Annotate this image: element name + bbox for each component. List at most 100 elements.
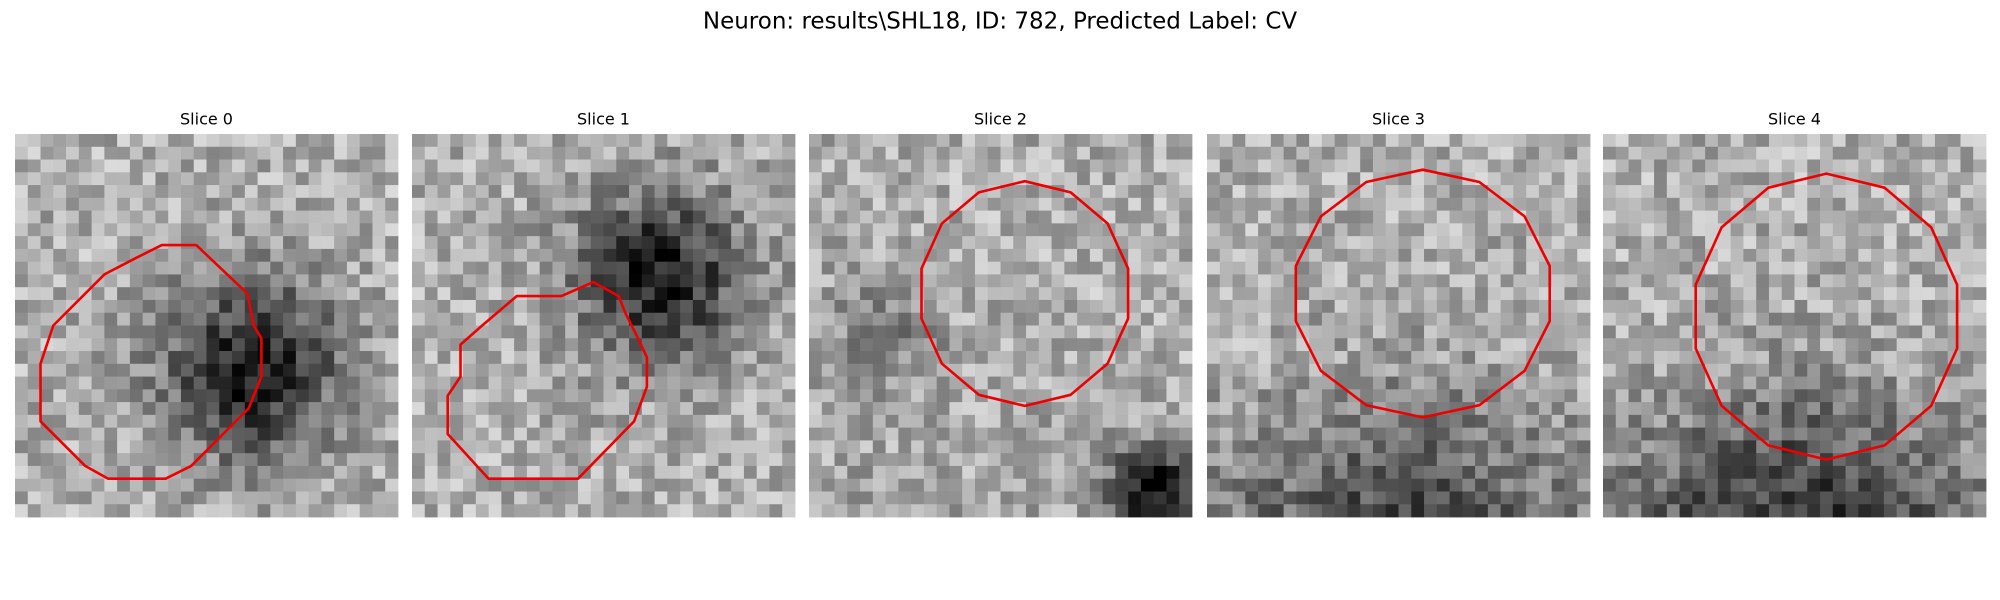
pixel [1360, 376, 1374, 390]
pixel [1360, 299, 1374, 314]
pixel [962, 134, 976, 148]
pixel [475, 402, 489, 416]
pixel [40, 236, 54, 250]
pixel [206, 223, 220, 237]
pixel [603, 312, 617, 326]
pixel [1615, 389, 1629, 403]
pixel [1232, 210, 1246, 224]
pixel [552, 134, 566, 148]
pixel [1973, 197, 1987, 211]
pixel [78, 491, 92, 505]
pixel [180, 185, 195, 199]
pixel [1666, 299, 1680, 314]
pixel [1245, 146, 1259, 160]
pixel [1513, 504, 1527, 518]
pixel [860, 287, 874, 301]
pixel [1089, 478, 1104, 492]
pixel [769, 325, 783, 339]
pixel [168, 312, 182, 326]
pixel [283, 376, 297, 390]
pixel [15, 465, 29, 480]
pixel [424, 248, 438, 263]
pixel [1166, 504, 1180, 518]
pixel [616, 197, 630, 211]
pixel [488, 465, 502, 480]
pixel [1628, 134, 1642, 148]
pixel [91, 223, 105, 237]
pixel [1960, 491, 1974, 505]
pixel [1051, 440, 1065, 454]
pixel [1973, 376, 1987, 390]
pixel [463, 185, 477, 199]
pixel [1577, 261, 1591, 275]
pixel [424, 287, 438, 301]
pixel [1603, 478, 1617, 492]
pixel [346, 478, 361, 492]
pixel [821, 172, 835, 186]
pixel [334, 414, 348, 429]
pixel [1385, 414, 1399, 429]
pixel [1385, 325, 1399, 339]
pixel [1807, 134, 1821, 148]
pixel [1654, 389, 1668, 403]
pixel [1871, 504, 1885, 518]
pixel [577, 504, 592, 518]
pixel [295, 210, 310, 224]
pixel [1603, 210, 1617, 224]
pixel [53, 402, 67, 416]
pixel [1845, 504, 1859, 518]
pixel [1013, 185, 1027, 199]
pixel [321, 312, 335, 326]
pixel [641, 491, 655, 505]
pixel [692, 363, 707, 377]
pixel [1781, 504, 1795, 518]
pixel [155, 414, 169, 429]
pixel [488, 299, 502, 314]
pixel [232, 440, 246, 454]
pixel [372, 185, 386, 199]
pixel [539, 325, 553, 339]
pixel [142, 491, 156, 505]
pixel [731, 274, 745, 288]
pixel [705, 325, 719, 339]
pixel [1526, 274, 1540, 288]
pixel [1526, 363, 1540, 377]
pixel [898, 465, 912, 480]
pixel [463, 491, 477, 505]
pixel [372, 248, 386, 263]
pixel [898, 338, 912, 352]
pixel [257, 440, 271, 454]
pixel [603, 172, 617, 186]
pixel [898, 261, 912, 275]
pixel [654, 274, 668, 288]
pixel [974, 159, 989, 173]
pixel [1564, 146, 1578, 160]
pixel [962, 325, 976, 339]
pixel [1832, 210, 1846, 224]
pixel [1026, 453, 1040, 467]
pixel [680, 248, 694, 263]
pixel [1641, 351, 1655, 365]
pixel [974, 223, 989, 237]
image [412, 134, 796, 518]
pixel [1462, 376, 1476, 390]
pixel [987, 159, 1001, 173]
pixel [1102, 325, 1116, 339]
pixel [1283, 312, 1297, 326]
pixel [1245, 312, 1259, 326]
pixel [155, 478, 169, 492]
pixel [488, 134, 502, 148]
pixel [193, 312, 207, 326]
pixel [1166, 376, 1180, 390]
pixel [526, 159, 541, 173]
pixel [718, 210, 732, 224]
pixel [1000, 504, 1014, 518]
pixel [1283, 197, 1297, 211]
pixel [514, 389, 528, 403]
pixel [1436, 159, 1450, 173]
pixel [1768, 159, 1783, 173]
pixel [1705, 172, 1719, 186]
pixel [1000, 274, 1014, 288]
pixel [1513, 427, 1527, 441]
pixel [1000, 453, 1014, 467]
